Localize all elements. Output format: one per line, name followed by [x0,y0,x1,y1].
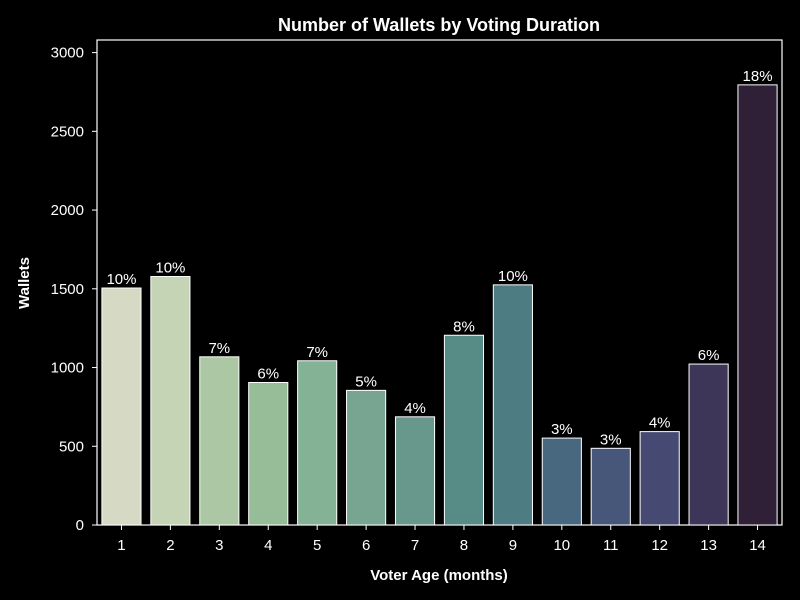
bar-9 [492,284,533,526]
x-tick-label-10: 10 [553,537,570,554]
bar-7 [394,416,436,526]
x-tick-label-8: 8 [460,537,468,554]
x-tick-label-4: 4 [264,537,272,554]
chart-title: Number of Wallets by Voting Duration [278,15,600,35]
bar-label-6: 5% [355,373,377,390]
bar-label-2: 10% [155,260,185,277]
y-tick-label-500: 500 [59,438,84,455]
y-tick-label-1000: 1000 [51,360,84,377]
bar-label-5: 7% [306,344,328,361]
x-axis-label: Voter Age (months) [370,567,508,584]
x-tick-label-7: 7 [411,537,419,554]
x-tick-label-11: 11 [603,537,619,554]
bar-10 [541,437,582,526]
bar-2 [150,276,191,526]
bars-group [101,84,778,526]
bar-label-1: 10% [106,271,136,288]
bar-label-10: 3% [551,421,573,438]
bar-8 [443,334,485,526]
y-tick-label-2500: 2500 [51,123,84,140]
bar-label-13: 6% [698,347,720,364]
y-tick-label-3000: 3000 [51,45,84,62]
bar-3 [199,356,240,526]
bar-6 [346,389,387,526]
x-tick-label-3: 3 [215,537,223,554]
x-tick-label-13: 13 [700,537,717,554]
bar-label-8: 8% [453,318,475,335]
bar-label-12: 4% [649,415,671,432]
bar-label-4: 6% [257,365,279,382]
x-tick-label-6: 6 [362,537,370,554]
y-axis-ticks: 0 500 1000 1500 2000 2500 3000 [51,45,97,534]
x-tick-label-9: 9 [509,537,517,554]
bar-label-11: 3% [600,431,622,448]
bar-5 [297,360,338,526]
bar-1 [101,287,142,526]
y-axis-label: Wallets [16,257,33,309]
plot-area-frame [96,39,783,526]
y-tick-label-1500: 1500 [51,281,84,298]
bar-13 [688,363,729,526]
bar-label-7: 4% [404,400,426,417]
x-tick-label-14: 14 [749,537,766,554]
bar-label-9: 10% [498,268,528,285]
x-tick-label-5: 5 [313,537,321,554]
bar-label-3: 7% [208,340,230,357]
bar-11 [590,447,631,526]
y-tick-label-0: 0 [76,517,84,534]
bar-14 [737,84,778,526]
bar-labels-group: 10% 10% 7% 6% 7% 5% 4% 8% 10% 3% 3% 4% 6% 18% [106,68,772,448]
x-tick-label-2: 2 [166,537,174,554]
bar-label-14: 18% [743,68,773,85]
y-tick-label-2000: 2000 [51,202,84,219]
bar-12 [639,431,680,526]
bar-4 [248,381,289,526]
x-tick-label-12: 12 [651,537,668,554]
x-tick-label-1: 1 [117,537,125,554]
x-axis-ticks: 1 2 3 4 5 6 7 8 9 10 11 12 13 14 [117,525,766,554]
